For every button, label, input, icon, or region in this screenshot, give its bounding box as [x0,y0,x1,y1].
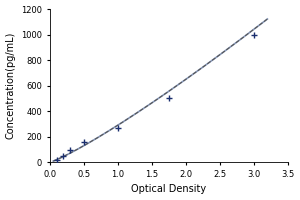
Y-axis label: Concentration(pg/mL): Concentration(pg/mL) [6,32,16,139]
X-axis label: Optical Density: Optical Density [131,184,206,194]
